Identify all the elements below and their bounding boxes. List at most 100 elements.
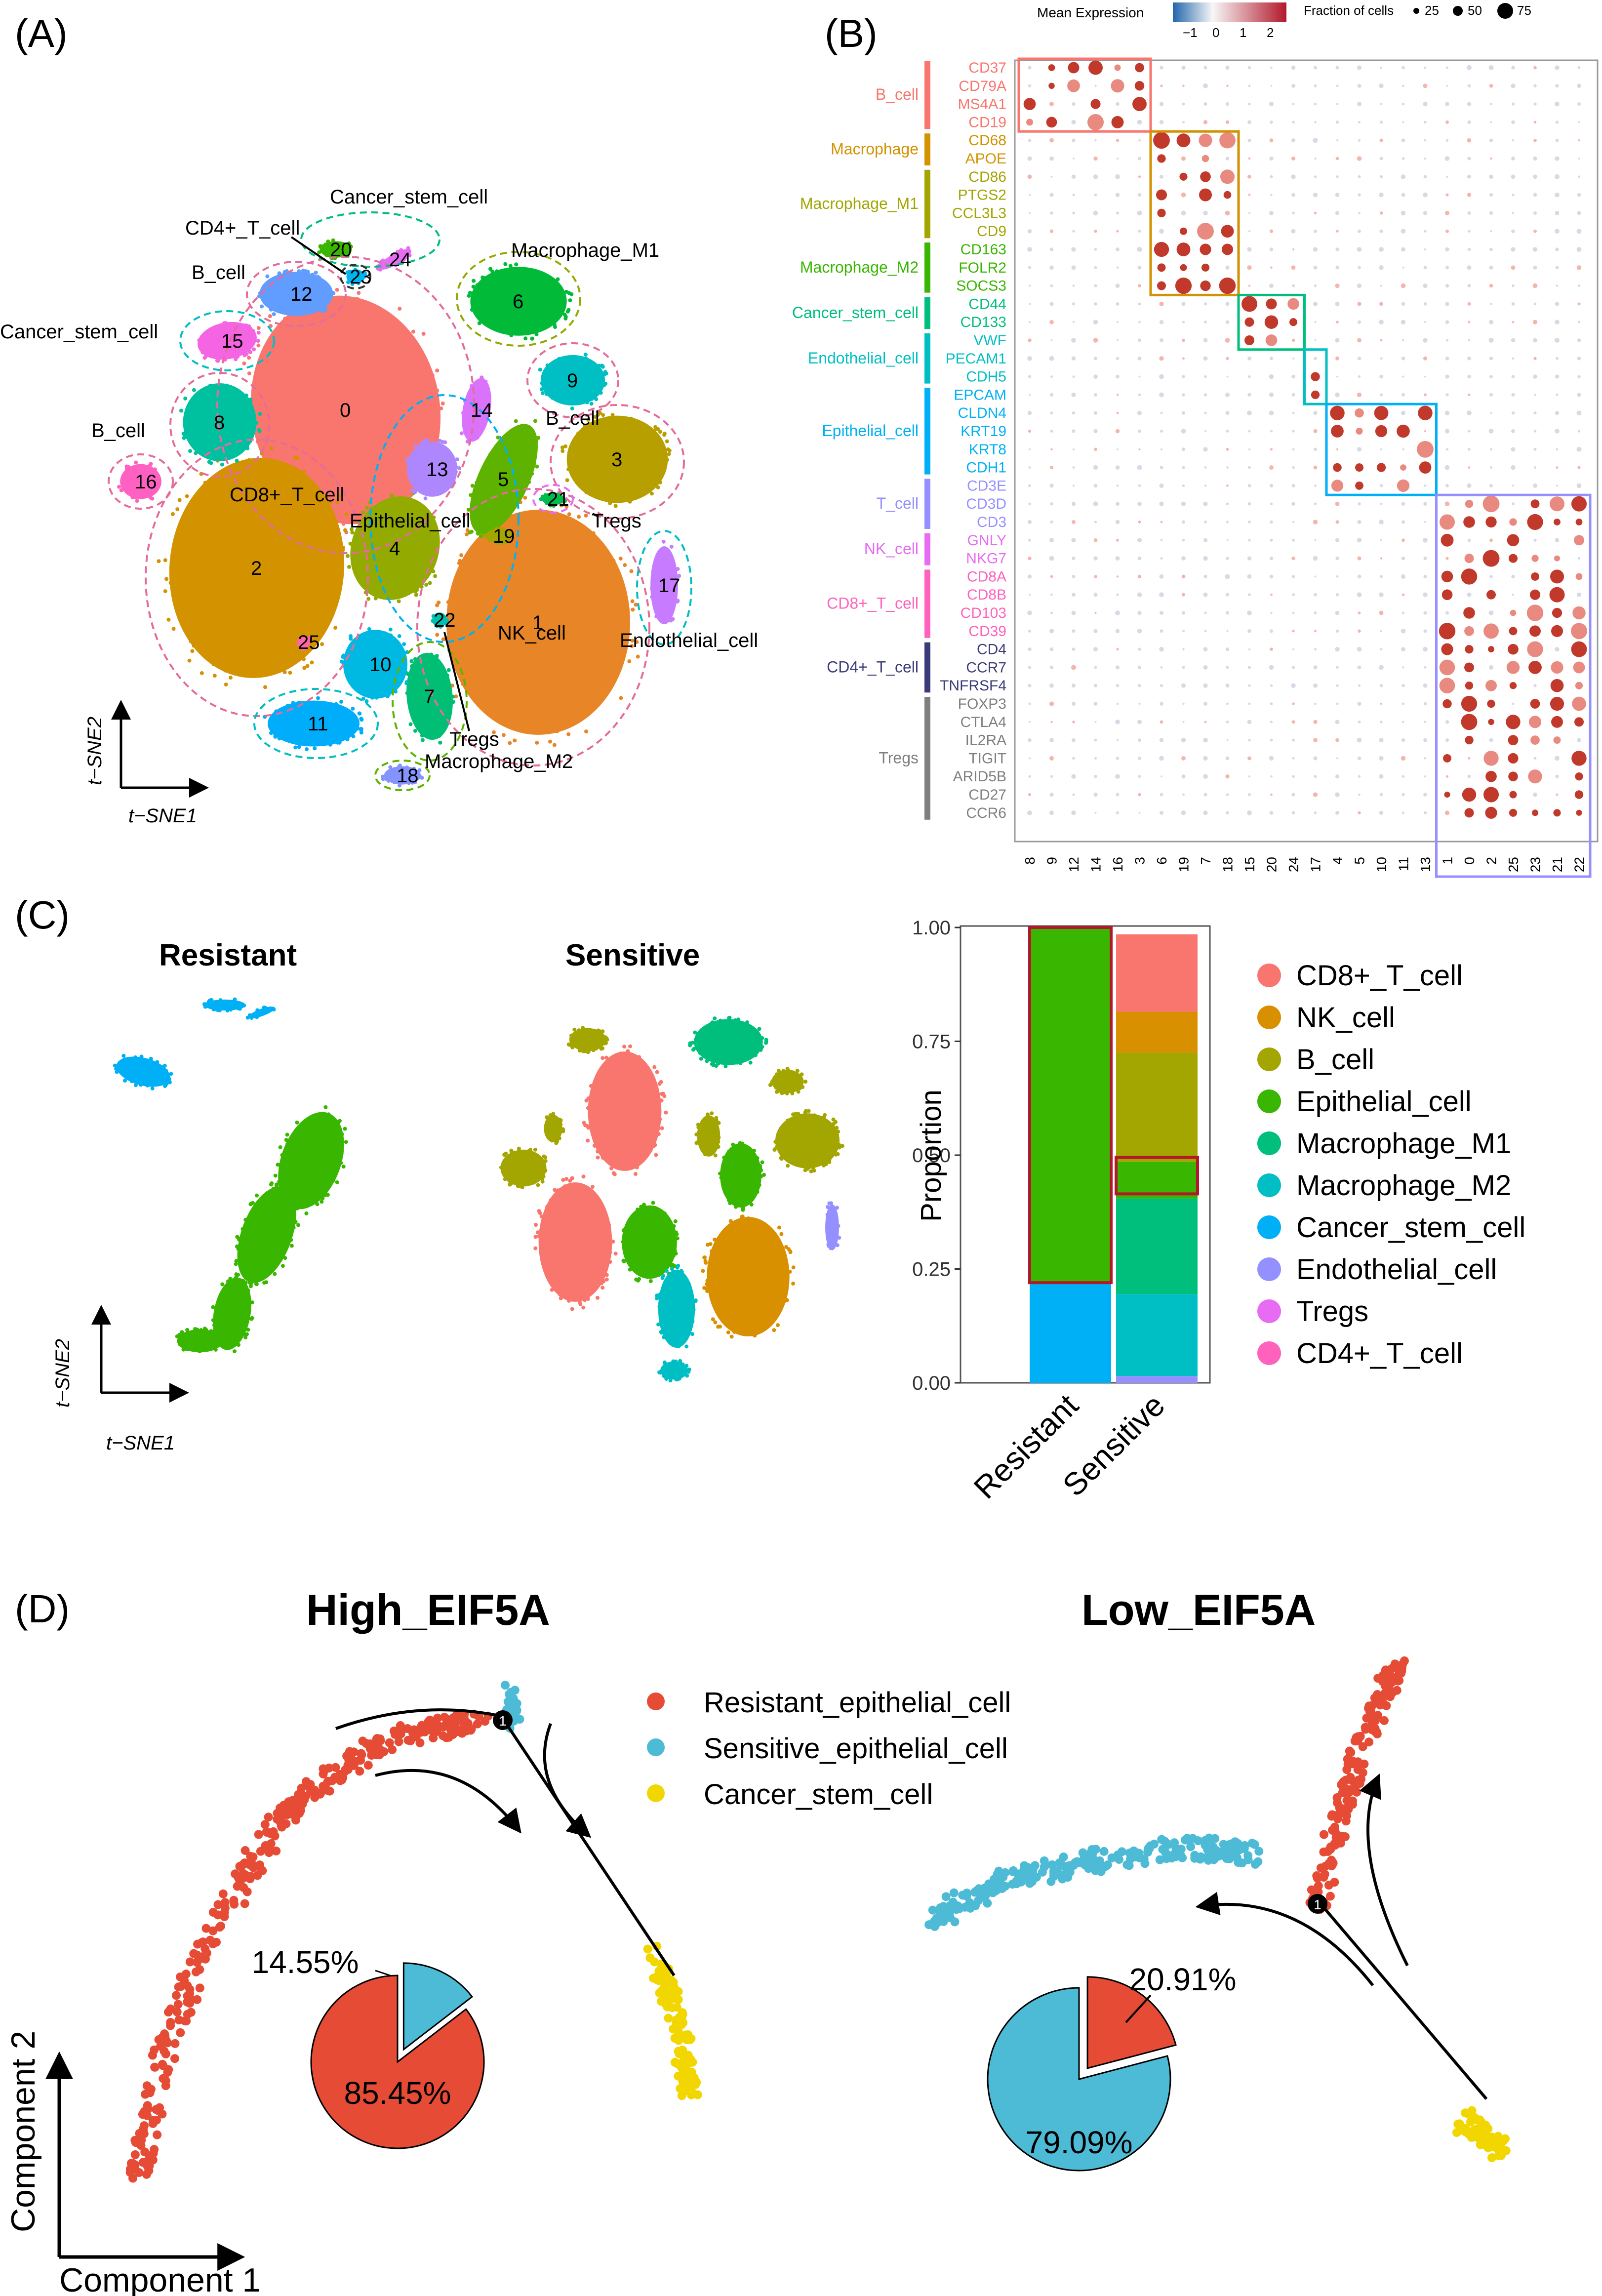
tsne-cluster-8-pt — [257, 429, 262, 434]
dot — [1574, 717, 1584, 727]
tsne-cluster-3-pt — [584, 490, 589, 494]
dot — [1291, 666, 1295, 669]
pie-low-label-sensitive: 79.09% — [1025, 2125, 1132, 2160]
tsne-cluster-12-pt — [323, 301, 328, 306]
low-resistant-pt — [1348, 1784, 1358, 1794]
sens-cluster-2-pt — [718, 1020, 722, 1024]
dot — [1203, 356, 1208, 361]
annot-tregs-right: Tregs — [592, 510, 641, 532]
tsne-cluster-2-pt — [288, 671, 292, 675]
low-sensitive-pt — [1088, 1850, 1097, 1859]
res-csc-1-pt — [203, 1005, 207, 1009]
tsne-cluster-18-pt — [398, 764, 402, 768]
dot — [1182, 375, 1185, 378]
dot — [1467, 193, 1472, 197]
dot — [1375, 425, 1388, 438]
sens-cluster-6-body — [771, 1070, 804, 1093]
sens-cluster-10-pt — [686, 1282, 691, 1286]
low-resistant-pt — [1380, 1689, 1389, 1698]
tsne-cluster-9-pt — [599, 391, 603, 395]
sens-cluster-5-pt — [570, 1045, 575, 1049]
dot — [1072, 593, 1076, 597]
tsne-cluster-1-pt — [564, 524, 569, 528]
dot — [1226, 539, 1229, 541]
dot — [1379, 175, 1383, 178]
dot — [1204, 484, 1207, 487]
panel-d-yaxis: Component 2 — [4, 2031, 42, 2232]
dot — [1137, 665, 1142, 670]
dot — [1028, 556, 1032, 561]
tsne-cluster-18-pt — [406, 781, 411, 785]
dot — [1511, 174, 1516, 179]
tsne-cluster-7-pt — [413, 728, 417, 733]
tsne-cluster-10-pt — [383, 631, 387, 636]
tsne-cluster-18-pt — [410, 780, 415, 785]
tsne-cluster-2-pt — [196, 501, 200, 506]
tsne-cluster-18-body — [384, 766, 421, 785]
dot — [1379, 484, 1383, 487]
dot — [1313, 138, 1318, 143]
dot — [1270, 684, 1273, 687]
dot — [1181, 411, 1186, 415]
sens-cluster-9-pt — [710, 1288, 715, 1292]
annot-nk-cell: NK_cell — [498, 622, 566, 644]
dot — [1181, 447, 1186, 451]
res-epi-1-pt — [304, 1118, 309, 1123]
panel-c: (C) Resistant Sensitive t−SNE1 t−SNE2 0.… — [15, 893, 1525, 1506]
annot-macrophage-m1: Macrophage_M1 — [511, 240, 659, 261]
sens-cluster-2-pt — [745, 1020, 750, 1024]
high-csc-pt — [680, 2068, 689, 2077]
tsne-cluster-5-pt — [532, 461, 536, 466]
low-sensitive-pt — [1117, 1847, 1126, 1856]
group-label: CD4+_T_cell — [827, 658, 919, 676]
tsne-cluster-13-pt — [457, 466, 462, 471]
panel-a-leader-lines — [290, 236, 598, 731]
dot — [1555, 121, 1559, 124]
tsne-cluster-7-pt — [430, 735, 434, 739]
tsne-cluster-10-pt — [344, 664, 348, 669]
cluster-number-13: 13 — [426, 459, 448, 481]
tsne-cluster-11-pt — [360, 718, 364, 722]
cluster-number-10: 10 — [369, 654, 392, 676]
dot — [1116, 374, 1120, 379]
sens-cluster-10-pt — [675, 1265, 680, 1270]
tsne-cluster-3-pt — [618, 495, 623, 500]
dot — [1530, 735, 1540, 745]
dot — [1116, 793, 1120, 797]
legend-swatch — [1257, 1131, 1281, 1155]
tsne-cluster-5-pt — [533, 419, 537, 423]
high-resistant-pt — [134, 2168, 144, 2177]
dot — [1335, 610, 1340, 615]
high-resistant-pt — [238, 1874, 247, 1883]
sens-cluster-9-pt — [782, 1299, 787, 1303]
tsne-cluster-8-pt — [248, 401, 253, 405]
dot — [1555, 156, 1560, 161]
sens-cluster-7-pt — [731, 1142, 735, 1147]
low-sensitive-pt — [1126, 1854, 1135, 1863]
tsne-cluster-5-pt — [470, 529, 474, 534]
dot — [1380, 648, 1383, 651]
gene-label: IL2RA — [965, 732, 1006, 749]
dot — [1248, 738, 1251, 742]
legend-frac-title: Fraction of cells — [1304, 3, 1394, 18]
dot — [1137, 629, 1142, 634]
sens-cluster-6-pt — [768, 1083, 772, 1087]
tsne-cluster-12-pt — [260, 304, 264, 309]
tsne-cluster-5-pt — [466, 508, 471, 512]
sens-cluster-8-pt — [657, 1273, 661, 1277]
dot — [1423, 592, 1428, 597]
dot — [1093, 647, 1098, 652]
sens-cluster-0-pt — [655, 1070, 659, 1074]
high-resistant-pt — [220, 1908, 229, 1917]
dot — [1116, 247, 1120, 251]
panel-c-xaxis: t−SNE1 — [106, 1432, 175, 1454]
sens-cluster-1-pt — [603, 1222, 607, 1227]
tsne-cluster-18-pt — [398, 783, 402, 788]
tsne-cluster-12-pt — [293, 273, 297, 277]
sens-cluster-2-pt — [757, 1027, 761, 1031]
tsne-cluster-0-pt — [255, 440, 260, 444]
sens-cluster-10-pt — [679, 1269, 683, 1273]
tsne-cluster-3-pt — [590, 423, 594, 427]
sens-cluster-9-pt — [788, 1270, 792, 1274]
sens-cluster-0-pt — [653, 1097, 658, 1101]
